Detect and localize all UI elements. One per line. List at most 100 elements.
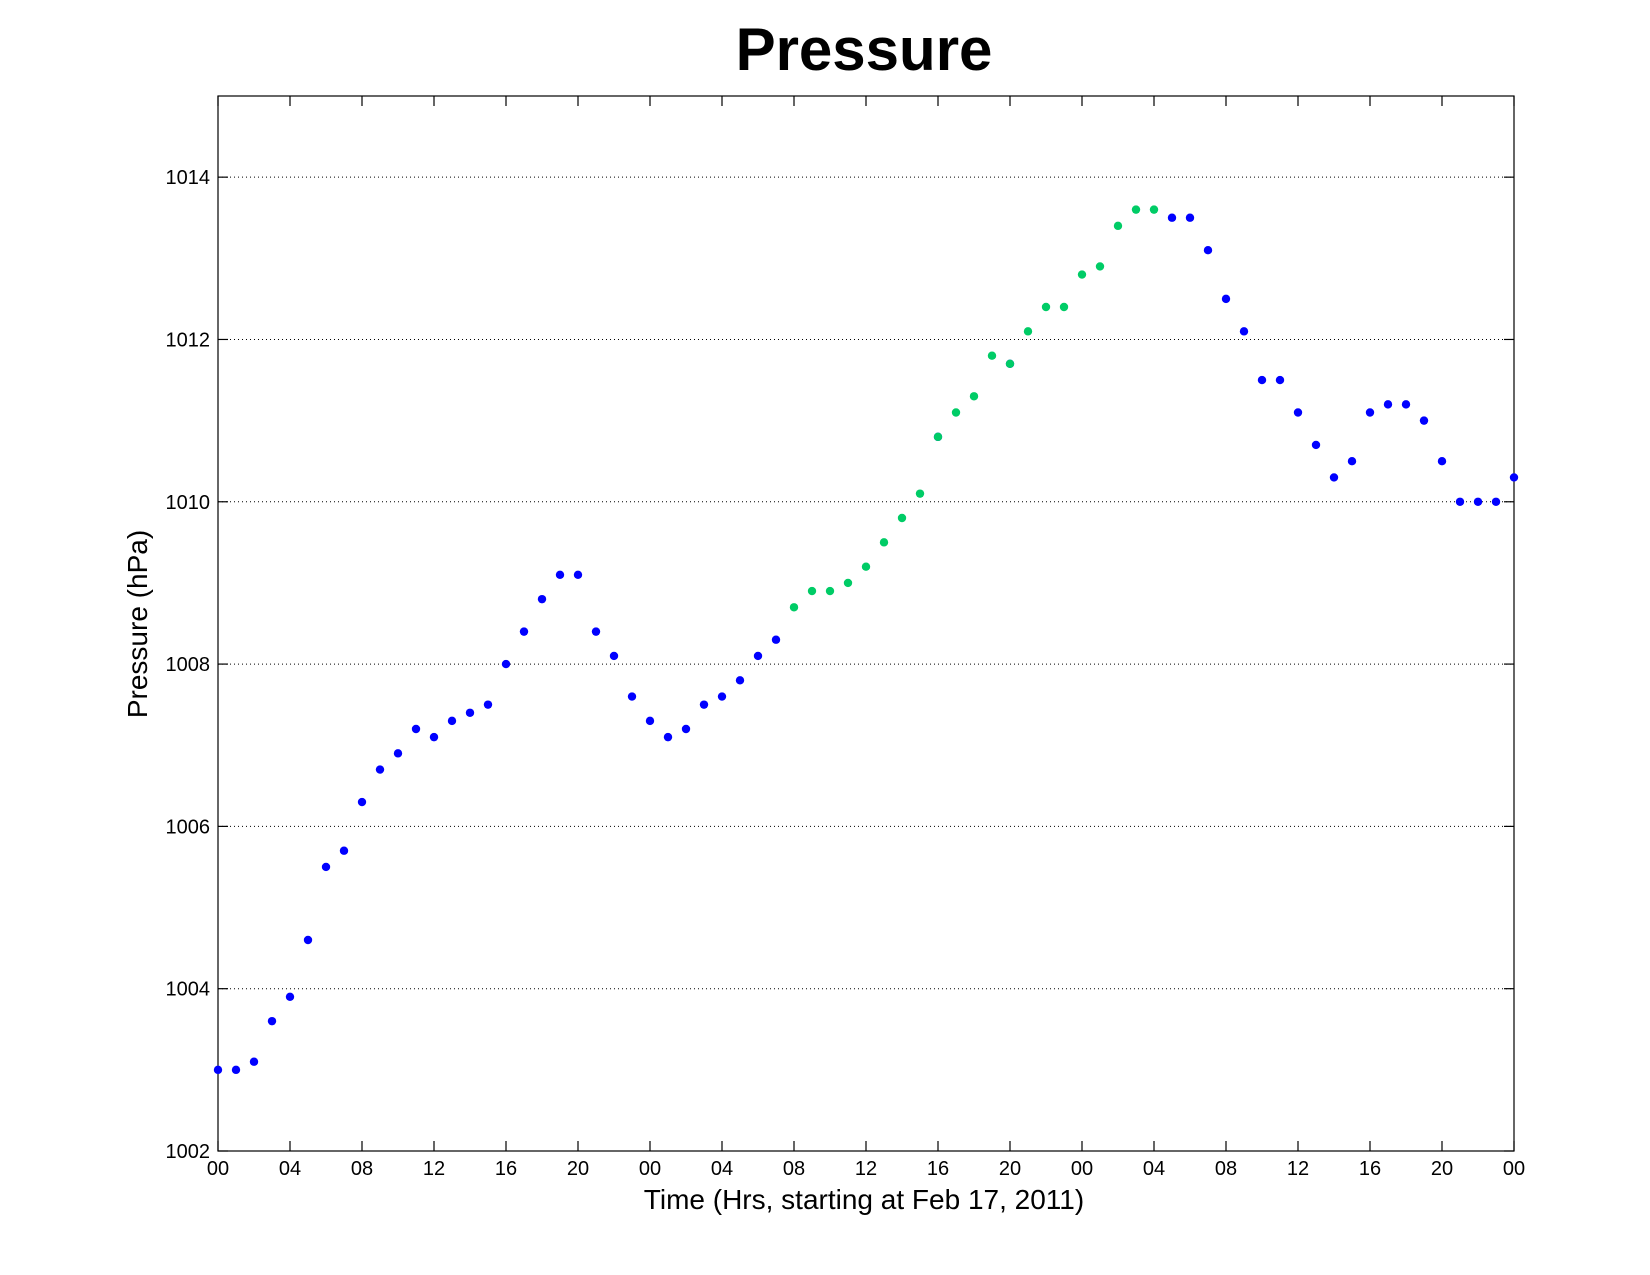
- data-point: [897, 513, 907, 523]
- data-point: [555, 570, 565, 580]
- y-tick-labels: 1002 1004 1006 1008 1010 1012 1014: [166, 167, 211, 1163]
- data-point: [1365, 408, 1375, 417]
- data-point: [411, 724, 421, 734]
- y-axis-label: Pressure (hPa): [122, 530, 153, 718]
- x-tick-label: 20: [999, 1158, 1021, 1180]
- data-point: [465, 708, 475, 717]
- data-point: [1473, 497, 1483, 506]
- data-point: [1023, 327, 1033, 336]
- y-tick-label: 1010: [166, 492, 211, 514]
- x-tick-label: 12: [423, 1158, 445, 1180]
- x-tick-label: 00: [207, 1158, 229, 1180]
- x-tick-label: 16: [495, 1158, 517, 1180]
- data-point: [1491, 497, 1501, 506]
- chart-title: Pressure: [736, 16, 993, 83]
- data-point: [1419, 416, 1429, 425]
- x-tick-label: 04: [1143, 1158, 1165, 1180]
- data-point: [681, 724, 691, 734]
- y-tick-label: 1006: [166, 816, 211, 838]
- x-tick-labels: 00 04 08 12 16 20 00 04 08 12 16 20 00 04 08 12 16 20 00: [207, 1158, 1525, 1180]
- data-point: [807, 586, 817, 596]
- data-point: [1041, 302, 1051, 312]
- y-tick-label: 1002: [166, 1141, 211, 1163]
- x-tick-label: 12: [1287, 1158, 1309, 1180]
- data-point: [1437, 456, 1447, 466]
- data-point: [447, 716, 457, 726]
- data-point: [969, 392, 979, 401]
- x-tick-label: 00: [1503, 1158, 1525, 1180]
- data-point: [1221, 294, 1231, 304]
- x-tick-label: 12: [855, 1158, 877, 1180]
- data-point: [645, 716, 655, 726]
- x-tick-label: 00: [639, 1158, 661, 1180]
- data-point: [1383, 400, 1393, 409]
- data-point: [267, 1016, 277, 1026]
- data-point: [843, 578, 853, 588]
- data-point: [519, 627, 529, 636]
- data-point: [1329, 473, 1339, 482]
- data-point: [663, 732, 673, 742]
- data-point: [375, 765, 385, 774]
- data-point: [1185, 213, 1195, 222]
- data-point: [951, 408, 961, 417]
- data-point: [231, 1065, 241, 1075]
- data-point: [285, 992, 295, 1002]
- x-tick-label: 04: [711, 1158, 733, 1180]
- data-point: [591, 627, 601, 636]
- x-tick-label: 20: [1431, 1158, 1453, 1180]
- data-point: [1131, 205, 1141, 214]
- data-point: [609, 651, 619, 661]
- data-point: [1005, 359, 1015, 369]
- y-tick-label: 1012: [166, 329, 211, 351]
- x-tick-label: 08: [351, 1158, 373, 1180]
- x-tick-label: 20: [567, 1158, 589, 1180]
- data-point: [483, 700, 493, 709]
- data-point: [501, 659, 511, 669]
- data-point: [699, 700, 709, 709]
- data-point: [537, 594, 547, 604]
- data-point: [789, 603, 799, 612]
- data-point: [1293, 408, 1303, 417]
- data-point: [717, 692, 727, 701]
- data-point: [1401, 400, 1411, 409]
- data-point: [825, 586, 835, 596]
- data-point: [1239, 327, 1249, 336]
- data-point: [627, 692, 637, 701]
- data-point: [1455, 497, 1465, 506]
- data-point: [321, 862, 331, 872]
- data-point: [735, 676, 745, 685]
- data-point: [771, 635, 781, 644]
- gridlines: [218, 176, 1514, 990]
- data-point: [753, 651, 763, 661]
- data-point: [1095, 262, 1105, 271]
- data-point: [1167, 213, 1177, 222]
- x-tick-label: 00: [1071, 1158, 1093, 1180]
- data-point: [1275, 375, 1285, 385]
- data-point: [1077, 270, 1087, 279]
- data-point: [861, 562, 871, 571]
- data-point: [249, 1057, 259, 1066]
- x-tick-label: 04: [279, 1158, 301, 1180]
- data-point: [1509, 473, 1519, 482]
- data-point: [1347, 456, 1357, 466]
- data-point: [987, 351, 997, 360]
- data-point: [1203, 245, 1213, 255]
- y-tick-label: 1004: [166, 979, 211, 1001]
- y-tick-label: 1014: [166, 167, 211, 189]
- data-point: [879, 538, 889, 547]
- x-tick-label: 08: [1215, 1158, 1237, 1180]
- data-point: [1257, 375, 1267, 385]
- data-point: [393, 749, 403, 758]
- data-point: [933, 432, 943, 442]
- data-point: [357, 797, 367, 807]
- data-point: [1311, 440, 1321, 450]
- data-point: [1149, 205, 1159, 214]
- data-point: [573, 570, 583, 580]
- data-point: [339, 846, 349, 855]
- x-axis-label: Time (Hrs, starting at Feb 17, 2011): [644, 1184, 1084, 1215]
- y-tick-label: 1008: [166, 654, 211, 676]
- data-points: [213, 205, 1519, 1075]
- data-point: [429, 732, 439, 742]
